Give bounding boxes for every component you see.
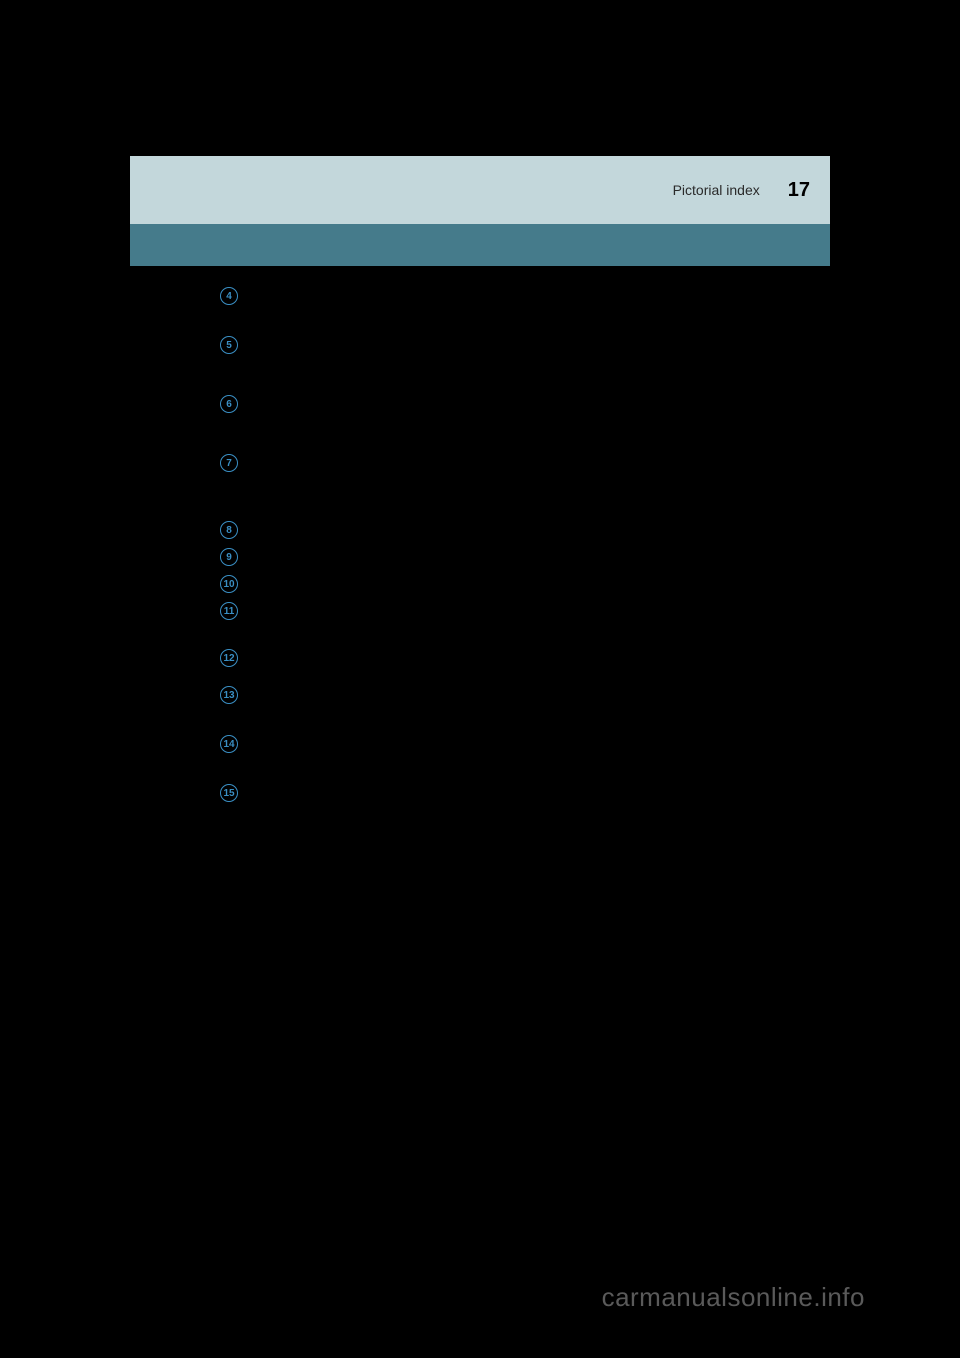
watermark-text: carmanualsonline.info	[602, 1282, 865, 1313]
circle-number-icon: 15	[220, 784, 238, 802]
header-top-bar: Pictorial index 17	[130, 156, 830, 224]
circle-number-icon: 5	[220, 336, 238, 354]
index-row: 8	[220, 520, 830, 539]
index-row: 10	[220, 574, 830, 593]
index-row: 14	[220, 734, 830, 753]
index-row: 9	[220, 547, 830, 566]
circle-number-icon: 12	[220, 649, 238, 667]
page-container: Pictorial index 17 4 5 6 7 8 9 10 11 12	[130, 156, 830, 810]
circle-number-icon: 6	[220, 395, 238, 413]
index-row: 4	[220, 286, 830, 305]
circle-number-icon: 14	[220, 735, 238, 753]
index-row: 12	[220, 648, 830, 667]
page-number: 17	[788, 179, 810, 202]
index-row: 7	[220, 453, 830, 472]
circle-number-icon: 11	[220, 602, 238, 620]
content-area: 4 5 6 7 8 9 10 11 12 13 14	[130, 266, 830, 802]
circle-number-icon: 4	[220, 287, 238, 305]
circle-number-icon: 9	[220, 548, 238, 566]
index-row: 6	[220, 394, 830, 413]
circle-number-icon: 7	[220, 454, 238, 472]
index-row: 15	[220, 783, 830, 802]
index-row: 11	[220, 601, 830, 620]
circle-number-icon: 13	[220, 686, 238, 704]
circle-number-icon: 10	[220, 575, 238, 593]
circle-number-icon: 8	[220, 521, 238, 539]
section-label: Pictorial index	[673, 182, 760, 198]
index-row: 13	[220, 685, 830, 704]
header-teal-bar	[130, 224, 830, 266]
index-row: 5	[220, 335, 830, 354]
